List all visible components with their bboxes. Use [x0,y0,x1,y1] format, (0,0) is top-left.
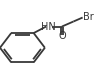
Text: O: O [58,31,66,41]
Text: Br: Br [83,12,94,22]
Text: HN: HN [41,22,56,31]
